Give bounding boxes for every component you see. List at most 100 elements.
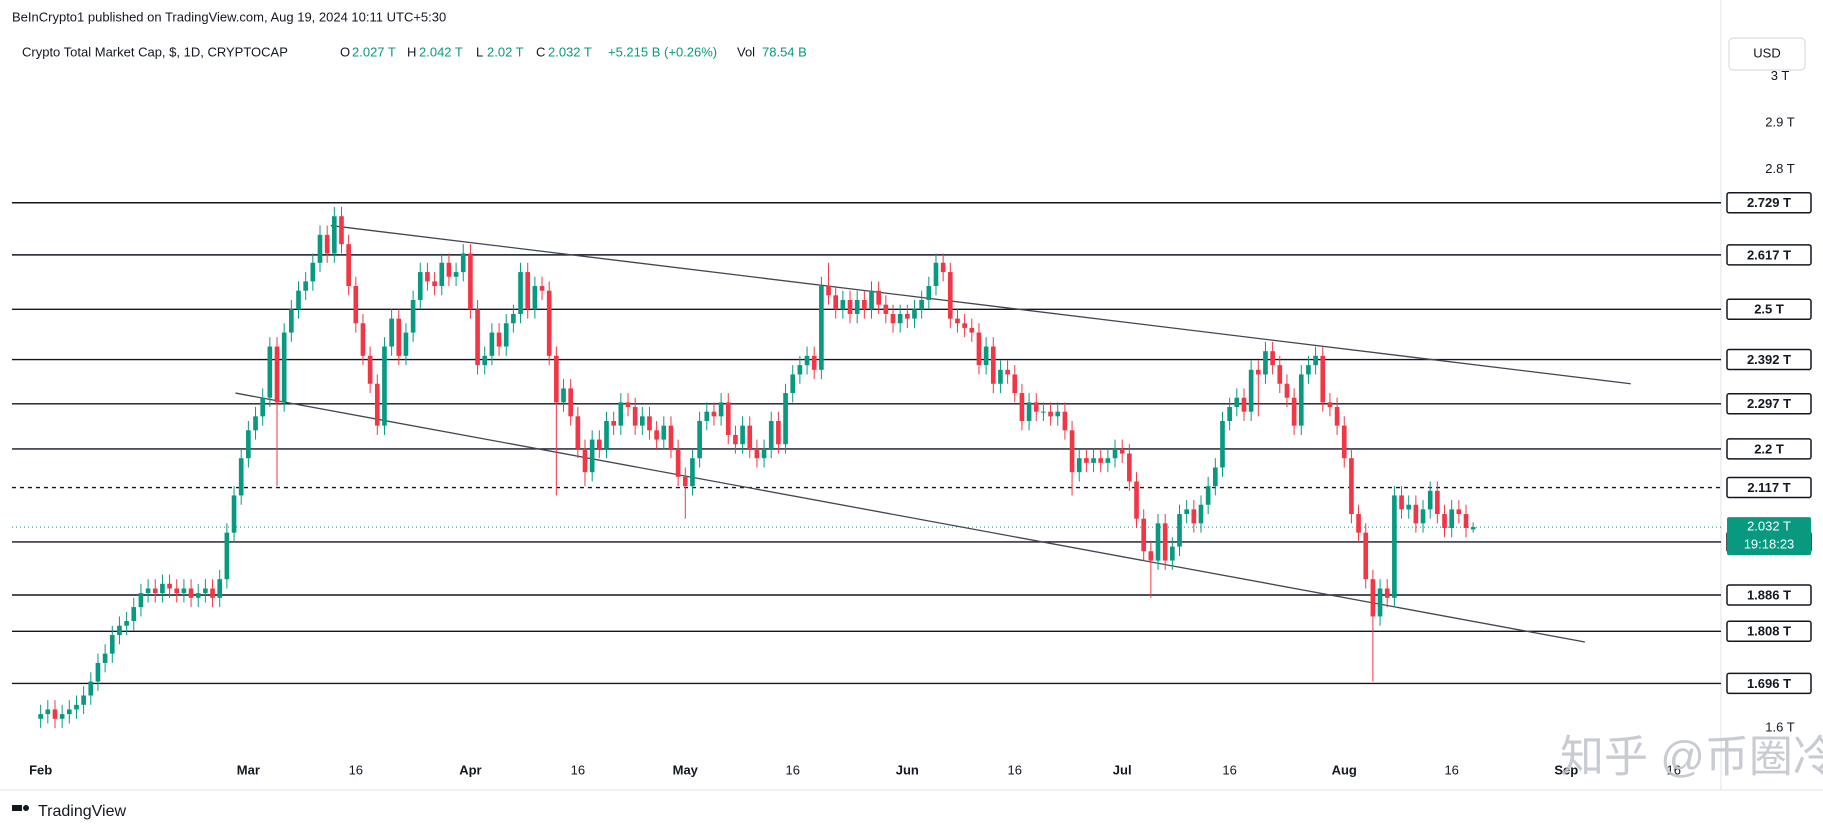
candle-body [453, 272, 459, 277]
candle-body [66, 709, 72, 715]
logo-mark [12, 805, 22, 811]
candle-body [231, 495, 237, 533]
candle-body [1291, 397, 1297, 426]
currency-button[interactable] [1728, 37, 1806, 71]
candle-body [690, 458, 695, 487]
candle-body [109, 635, 115, 654]
x-tick-label: 16 [1666, 762, 1680, 777]
x-tick-label: Sep [1554, 762, 1578, 777]
candle-body [1162, 523, 1168, 561]
candle-body [446, 262, 452, 277]
candle-body [489, 332, 495, 356]
candle-body [582, 448, 588, 473]
candle-body [976, 332, 982, 366]
level-label-box [1726, 244, 1812, 266]
candle-body [525, 272, 531, 310]
candle-body [1270, 351, 1275, 366]
candle-body [869, 290, 874, 310]
candle-body [303, 281, 308, 291]
candle-body [1406, 504, 1412, 510]
candle-body [532, 286, 538, 310]
level-label: 2.729 T [1747, 195, 1791, 210]
candle-body [167, 583, 172, 589]
candle-body [410, 300, 416, 333]
candle-body [625, 402, 631, 408]
candle-body [88, 681, 94, 696]
candle-body [647, 416, 652, 431]
candle-body [152, 588, 158, 594]
candle-body [1227, 407, 1232, 421]
candle-body [511, 313, 516, 324]
candle-body [826, 286, 831, 296]
candle-body [589, 439, 595, 473]
level-label: 1.808 T [1747, 624, 1791, 639]
candle-body [210, 588, 215, 598]
candle-body [52, 709, 58, 719]
candle-body [346, 244, 351, 287]
candle-body [1033, 402, 1039, 412]
candle-body [1198, 504, 1204, 524]
l-val: 2.02 T [487, 44, 524, 59]
candle-body [160, 583, 165, 594]
candle-body [1220, 420, 1225, 468]
candle-body [1298, 374, 1304, 426]
candle-body [1284, 383, 1290, 398]
candle-body [417, 272, 423, 300]
candle-body [1320, 355, 1326, 403]
vol-key: Vol [737, 44, 755, 59]
candle-body [1356, 514, 1361, 533]
candle-body [1048, 411, 1053, 417]
level-label-box [1726, 476, 1812, 499]
candle-body [904, 313, 910, 319]
candle-body [1363, 532, 1369, 580]
candle-body [1341, 425, 1347, 459]
candle-body [1055, 411, 1061, 417]
level-label-box [1726, 620, 1812, 643]
candle-body [267, 346, 273, 398]
candle-body [711, 411, 717, 417]
candle-body [804, 355, 810, 366]
candle-body [1349, 458, 1354, 515]
level-label: 2.392 T [1747, 352, 1791, 367]
candle-body [776, 420, 781, 445]
x-tick-label: Jul [1113, 762, 1132, 777]
trend-line [235, 392, 1586, 643]
candle-body [847, 300, 853, 314]
candle-body [754, 448, 760, 459]
last-price-label: 2.032 T [1747, 519, 1791, 534]
candle-body [1327, 402, 1333, 408]
candle-body [833, 295, 839, 310]
candle-body [439, 262, 445, 287]
candle-body [704, 411, 710, 421]
candle-body [983, 346, 989, 366]
candle-body [632, 407, 638, 426]
y-tick-label: 3 T [1771, 68, 1790, 83]
x-tick-label: Jun [896, 762, 919, 777]
candle-body [876, 290, 882, 305]
candle-body [1105, 458, 1111, 463]
x-tick-label: 16 [349, 762, 363, 777]
candle-body [1313, 355, 1318, 366]
level-label: 2.5 T [1754, 302, 1784, 317]
candle-body [1091, 458, 1096, 463]
candle-body [919, 300, 924, 310]
trend-line [330, 224, 1631, 385]
candle-body [374, 383, 380, 426]
level-label: 2.617 T [1747, 247, 1791, 262]
candle-body [1134, 481, 1139, 519]
x-tick-label: Apr [459, 762, 481, 777]
logo-mark [23, 805, 29, 811]
candle-body [1306, 365, 1311, 375]
candle-body [1026, 402, 1032, 421]
candle-body [811, 355, 817, 370]
candle-body [854, 300, 860, 314]
level-label-box [1726, 438, 1812, 460]
candle-body [174, 588, 180, 594]
candle-body [367, 355, 373, 384]
candle-body [238, 458, 244, 496]
candle-body [425, 272, 430, 282]
candle-body [1427, 490, 1433, 510]
o-val: 2.027 T [352, 44, 396, 59]
symbol: Crypto Total Market Cap, $, 1D, CRYPTOCA… [22, 44, 288, 59]
candle-body [253, 416, 258, 431]
